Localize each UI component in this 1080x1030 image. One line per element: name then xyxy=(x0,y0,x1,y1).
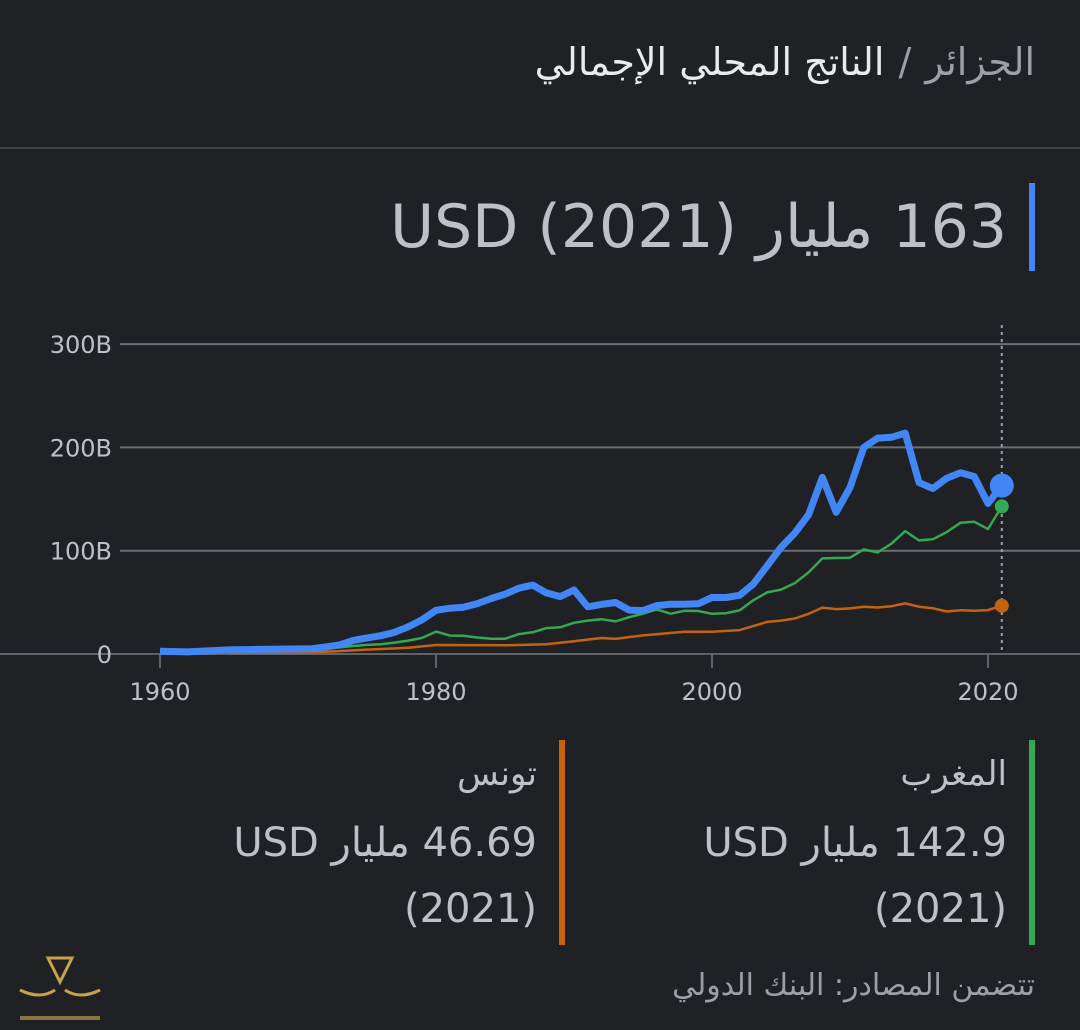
series-endpoint-1 xyxy=(994,499,1009,514)
legend-value: 142.9 مليار USD xyxy=(703,820,1007,866)
series-endpoint-0 xyxy=(989,473,1014,498)
headline: 163 مليار USD (2021) xyxy=(390,182,1035,272)
x-tick-label: 1960 xyxy=(129,678,190,706)
source-note: تتضمن المصادر: البنك الدولي xyxy=(672,968,1035,1003)
gdp-line-chart[interactable]: 0 100B 200B 300B 1960 1980 2000 2020 xyxy=(0,300,1080,720)
legend-year: (2021) xyxy=(873,886,1007,932)
x-tick-label: 2000 xyxy=(681,678,742,706)
y-tick-label: 100B xyxy=(50,538,112,566)
divider xyxy=(0,147,1080,149)
y-tick-label: 300B xyxy=(50,331,112,359)
legend-item-morocco[interactable]: المغرب 142.9 مليار USD (2021) xyxy=(575,740,1035,948)
legend-color-bar xyxy=(559,740,565,945)
series-line-2 xyxy=(228,602,1003,655)
watermark-logo xyxy=(19,956,101,1020)
breadcrumb-separator: / xyxy=(898,40,912,84)
breadcrumb: الجزائر / الناتج المحلي الإجمالي xyxy=(535,40,1035,84)
series-endpoint-2 xyxy=(994,598,1009,613)
page-title: الناتج المحلي الإجمالي xyxy=(534,40,885,84)
legend-color-bar xyxy=(1029,740,1035,945)
x-tick-label: 1980 xyxy=(405,678,466,706)
headline-value: 163 مليار USD (2021) xyxy=(390,192,1007,262)
series-color-bar xyxy=(1029,183,1035,271)
y-tick-label: 0 xyxy=(97,641,112,669)
legend-item-tunisia[interactable]: تونس 46.69 مليار USD (2021) xyxy=(95,740,565,948)
legend-name: تونس xyxy=(457,754,537,794)
legend-value: 46.69 مليار USD xyxy=(233,820,537,866)
series-line-1 xyxy=(159,505,1003,654)
legend-name: المغرب xyxy=(900,754,1007,794)
y-tick-label: 200B xyxy=(50,434,112,462)
x-tick-label: 2020 xyxy=(957,678,1018,706)
breadcrumb-country[interactable]: الجزائر xyxy=(925,40,1035,84)
legend-year: (2021) xyxy=(403,886,537,932)
series-line-0 xyxy=(159,429,1005,656)
